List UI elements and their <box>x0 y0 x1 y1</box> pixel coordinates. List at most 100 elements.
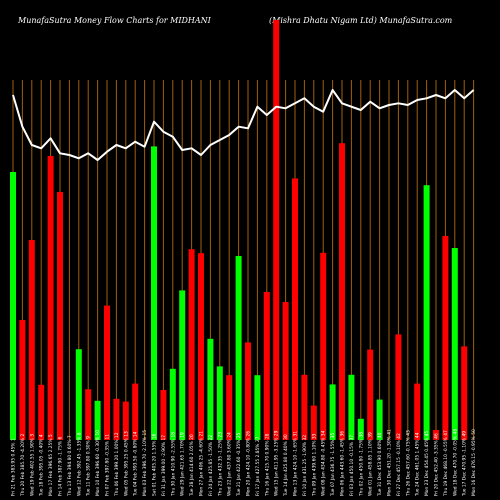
x-tick-label: Mon 06 Jan 443.60 -1.45% 36 <box>340 431 346 496</box>
x-tick-label: Tue 21 Jan 422.60 -0.35% 25 <box>236 432 242 497</box>
x-tick-label: Wed 18 Dec 470.70 -0.05% 48 <box>452 429 458 496</box>
x-tick-label: Fri 10 Jan 431.25 -1.90% 32 <box>302 435 308 496</box>
chart-title: MunafaSutra Money Flow Charts for MIDHAN… <box>18 16 211 25</box>
x-tick-label: Fri 24 Jan 425.85 -1.50% 22 <box>208 435 214 496</box>
x-tick-label: Mon 13 Jan 424.10 -1.65% 31 <box>293 431 299 496</box>
bar-down <box>310 405 317 440</box>
x-tick-label: Sat 01 Feb 405.20 1.55% 16 <box>152 433 158 496</box>
bar-down <box>160 390 167 440</box>
x-tick-label: Tue 17 Dec 470.95 -1.10% 49 <box>462 431 468 497</box>
bar-up <box>94 400 101 440</box>
bar-down <box>367 349 374 440</box>
x-tick-label: Mon 20 Jan 424.10 -0.80% 26 <box>246 431 252 496</box>
bar-up <box>357 418 364 440</box>
bar-up <box>216 366 223 440</box>
x-axis-ticks: Fri 21 Feb 383.95 0.45% 1 Thu 20 Feb 385.… <box>11 429 478 497</box>
x-tick-label: Tue 07 Jan 436.75 -1.55% 35 <box>330 432 336 497</box>
bar-up <box>451 248 458 440</box>
bar-up <box>179 290 186 440</box>
x-tick-label: Thu 26 Dec 457.60 -0.75% 43 <box>405 430 411 497</box>
bar-up <box>329 384 336 440</box>
price-line <box>12 89 475 161</box>
bar-down <box>122 401 129 440</box>
x-tick-label: Mon 23 Dec 454.45 0.45% 45 <box>424 431 430 496</box>
x-tick-label: Fri 20 Dec 452.40 -3.35% 46 <box>434 433 440 496</box>
bars <box>10 20 468 440</box>
x-tick-label: Mon 10 Feb 396.60 -0.30% 10 <box>95 430 101 496</box>
x-tick-label: Wed 19 Feb 402.55 1.90% 3 <box>29 434 35 496</box>
x-tick-label: Tue 28 Jan 414.60 2.05% 20 <box>189 434 195 497</box>
bar-up <box>10 172 16 440</box>
bar-up <box>75 349 82 440</box>
bar-up <box>151 146 157 440</box>
x-tick-label: Mon 27 Jan 406.25 -4.60% 21 <box>199 431 205 496</box>
bar-down <box>414 383 421 440</box>
x-tick-label: Mon 30 Dec 451.20 -1.30% 41 <box>387 429 393 496</box>
close-price-line <box>12 89 475 161</box>
gridlines <box>12 80 475 440</box>
x-tick-label: Tue 11 Feb 397.80 0.30% 9 <box>86 436 92 497</box>
bar-down <box>113 398 120 440</box>
bar-down <box>301 374 308 440</box>
x-tick-label: Wed 29 Jan 421.65 1.70% 19 <box>180 432 186 496</box>
x-tick-label: Mon 16 Dec 476.15 -0.95% 50 <box>471 429 477 496</box>
x-tick-label: Wed 05 Feb 395.25 0.45% 13 <box>123 431 129 496</box>
bar-down <box>188 249 195 440</box>
x-tick-label: Tue 18 Feb 395.05 -0.40% 4 <box>39 434 45 497</box>
bar-down <box>282 302 289 440</box>
x-tick-label: Tue 31 Dec 453.90 0.60% 40 <box>377 432 383 497</box>
x-tick-label: Tue 14 Jan 425.80 0.40% 30 <box>283 434 289 497</box>
x-tick-label: Fri 27 Dec 457.15 -0.10% 42 <box>396 433 402 496</box>
bar-down <box>19 320 26 440</box>
x-tick-label: Tue 04 Feb 393.50 -0.80% 14 <box>133 431 139 497</box>
bar-down <box>245 342 251 440</box>
bar-down <box>339 143 345 440</box>
bar-down <box>57 192 63 440</box>
bar-down <box>292 178 298 440</box>
x-tick-label: Thu 06 Feb 399.20 1.00% 12 <box>114 432 120 497</box>
x-tick-label: Fri 07 Feb 397.80 -0.35% 11 <box>105 434 111 496</box>
bar-down <box>28 240 35 440</box>
x-tick-label: Fri 31 Jan 399.00 -2.90% 17 <box>161 435 167 496</box>
x-tick-label: Thu 20 Feb 385.70 -4.20% 2 <box>20 434 26 497</box>
x-tick-label: Wed 12 Feb 392.45 -1.35% 8 <box>76 432 82 496</box>
bar-down <box>226 375 233 440</box>
x-tick-label: Fri 21 Feb 383.95 0.45% 1 <box>11 438 17 496</box>
x-tick-label: Thu 30 Jan 410.90 -2.55% 18 <box>170 432 176 497</box>
x-tick-label: Tue 24 Dec 461.05 1.45% 44 <box>415 432 421 497</box>
bar-up <box>254 375 261 440</box>
bar-down <box>442 236 449 440</box>
x-tick-label: Fri 14 Feb 387.90 -1.75% 6 <box>58 437 64 496</box>
x-tick-label: Thu 23 Jan 432.35 -1.25% 23 <box>217 432 223 497</box>
x-tick-label: Wed 08 Jan 434.80 -0.45% 34 <box>321 430 327 496</box>
x-tick-label: Fri 03 Jan 450.10 -0.15% 37 <box>349 435 355 496</box>
x-tick-label: Mon 17 Feb 396.65 2.25% 5 <box>48 434 54 496</box>
x-tick-label: Thu 02 Jan 450.80 -1.75% 38 <box>358 432 364 497</box>
bar-down <box>38 384 45 440</box>
x-tick-label: Wed 15 Jan 411.95 -3.25% 29 <box>274 430 280 496</box>
bar-down <box>85 389 92 440</box>
x-tick-label: Fri 17 Jan 427.55 2.85% 27 <box>255 436 261 496</box>
bar-down <box>104 305 110 440</box>
x-tick-label: Thu 16 Jan 415.70 0.90% 28 <box>264 433 270 497</box>
x-tick-label: Thu 19 Dec 468.10 -0.55% 47 <box>443 430 449 497</box>
bar-up <box>376 399 383 440</box>
bar-up <box>235 256 242 440</box>
bar-down <box>433 430 439 440</box>
bar-up <box>207 338 214 440</box>
x-tick-label: Mon 03 Feb 396.70 -2.10% 15 <box>142 430 148 496</box>
x-tick-label: Wed 22 Jan 437.80 3.60% 24 <box>227 432 233 496</box>
bar-up <box>169 368 176 440</box>
bar-down <box>47 156 54 440</box>
bar-down <box>198 253 204 440</box>
x-tick-label: Thu 09 Jan 439.60 1.10% 33 <box>311 433 317 497</box>
bar-down <box>320 252 327 440</box>
bar-down <box>263 292 270 440</box>
bar-up <box>348 374 355 440</box>
bar-down <box>395 334 402 440</box>
bar-down <box>461 346 468 440</box>
chart-subtitle: (Mishra Dhatu Nigam Ltd) MunafaSutra.com <box>269 16 453 25</box>
bar-down <box>273 20 280 440</box>
